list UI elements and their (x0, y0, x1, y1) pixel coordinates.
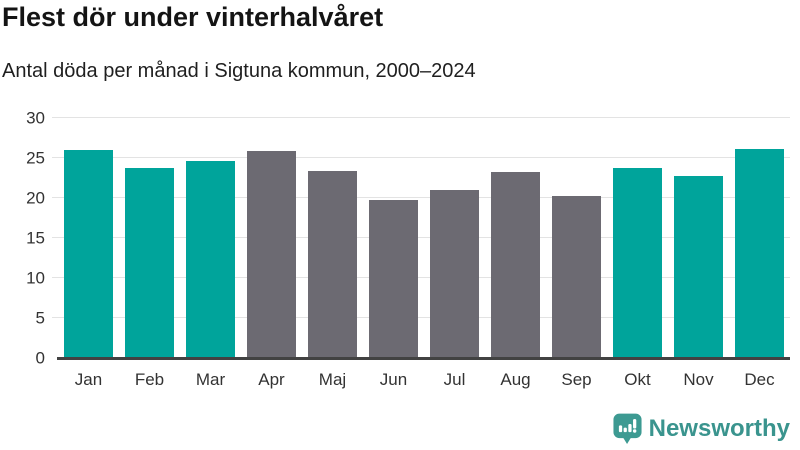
bar-slot (729, 118, 790, 358)
gridline (52, 117, 790, 118)
bar-jul (430, 190, 479, 358)
bar-slot (607, 118, 668, 358)
x-tick-label: Sep (561, 370, 592, 389)
brand-name: Newsworthy (648, 415, 790, 442)
bar-slot (58, 118, 119, 358)
bar-dec (735, 149, 784, 358)
bar-slot (668, 118, 729, 358)
y-tick-label: 15 (26, 228, 45, 248)
x-tick-label: Jan (74, 370, 103, 389)
plot-area (52, 117, 790, 360)
chart-subtitle: Antal döda per månad i Sigtuna kommun, 2… (2, 60, 476, 82)
gridline (52, 157, 790, 158)
x-tick-label: Aug (500, 370, 531, 389)
bar-slot (302, 118, 363, 358)
bar-apr (247, 150, 296, 358)
bars-row (58, 118, 790, 358)
x-tick-label: Maj (318, 370, 347, 389)
bar-jun (369, 200, 418, 358)
bar-feb (125, 168, 174, 358)
bar-maj (308, 170, 357, 358)
bar-slot (424, 118, 485, 358)
x-tick-label: Jul (443, 370, 466, 389)
bar-slot (119, 118, 180, 358)
bar-slot (546, 118, 607, 358)
y-tick-label: 20 (26, 188, 45, 208)
gridline (52, 197, 790, 199)
y-tick-label: 25 (26, 148, 45, 168)
y-tick-label: 30 (26, 108, 45, 128)
bar-nov (674, 176, 723, 358)
x-tick-label: Feb (134, 370, 165, 389)
gridline (52, 317, 790, 319)
x-axis: Jan Feb Mar Apr Maj Jun Jul Aug Sep Okt Nov Dec (58, 368, 790, 392)
bar-aug (491, 172, 540, 358)
x-tick-label: Nov (683, 370, 714, 389)
y-axis: 0 5 10 15 20 25 30 (0, 110, 45, 367)
bar-mar (186, 161, 235, 358)
y-tick-label: 0 (35, 348, 45, 368)
bar-slot (485, 118, 546, 358)
bar-slot (363, 118, 424, 358)
chart-title: Flest dör under vinterhalvåret (2, 2, 384, 32)
x-axis-baseline (57, 357, 790, 360)
bar-okt (613, 168, 662, 358)
x-tick-label: Apr (258, 370, 285, 389)
bar-slot (241, 118, 302, 358)
bar-slot (180, 118, 241, 358)
x-tick-label: Okt (624, 370, 651, 389)
y-tick-label: 10 (26, 268, 45, 288)
brand-footer: Newsworthy (613, 413, 790, 445)
gridline (52, 277, 790, 279)
x-tick-label: Dec (744, 370, 775, 389)
x-tick-label: Jun (379, 370, 408, 389)
bar-sep (552, 196, 601, 358)
gridline (52, 237, 790, 238)
y-tick-label: 5 (35, 308, 45, 328)
x-tick-label: Mar (195, 370, 226, 389)
bar-jan (64, 150, 113, 358)
newsworthy-logo-icon (613, 413, 642, 444)
